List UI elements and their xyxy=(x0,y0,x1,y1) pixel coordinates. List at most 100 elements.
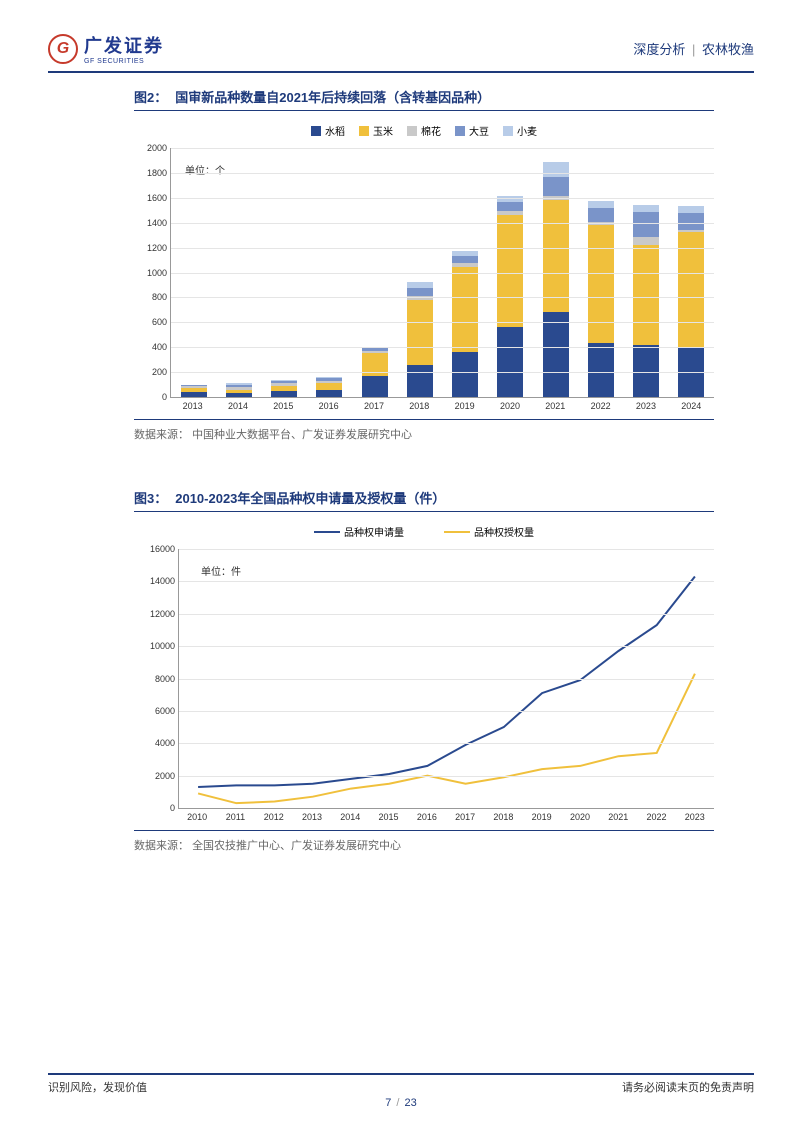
chart-2-gridline xyxy=(171,173,714,174)
chart-2-bar-segment xyxy=(543,177,569,196)
legend-swatch-icon xyxy=(455,126,465,136)
chart-2-bar-segment xyxy=(588,343,614,397)
legend-label: 大豆 xyxy=(469,123,489,138)
chart-3-xtick: 2015 xyxy=(369,809,407,822)
page-footer: 识别风险，发现价值 请务必阅读末页的免责声明 7 / 23 xyxy=(48,1073,754,1109)
chart-2-title-row: 图2： 国审新品种数量自2021年后持续回落（含转基因品种） xyxy=(134,87,714,111)
chart-2-xtick: 2013 xyxy=(170,398,215,411)
chart-2-bar-segment xyxy=(633,212,659,237)
chart-2-bar-segment xyxy=(497,202,523,211)
chart-3-legend: 品种权申请量品种权授权量 xyxy=(134,524,714,539)
chart-3-xtick: 2019 xyxy=(523,809,561,822)
chart-3-xtick: 2016 xyxy=(408,809,446,822)
chart-2-bar-segment xyxy=(452,256,478,264)
chart-2-bar-stack xyxy=(588,201,614,397)
chart-2-bar-segment xyxy=(407,300,433,365)
legend-label: 玉米 xyxy=(373,123,393,138)
chart-2-bar-segment xyxy=(633,345,659,398)
chart-3-xtick: 2018 xyxy=(484,809,522,822)
chart-2-bar-segment xyxy=(226,393,252,397)
legend-label: 品种权授权量 xyxy=(474,524,534,539)
chart-3-xtick: 2017 xyxy=(446,809,484,822)
footer-rule xyxy=(48,1073,754,1075)
chart-3-gridline xyxy=(179,581,714,582)
chart-2-bar-segment xyxy=(588,201,614,209)
chart-2-bar-stack xyxy=(271,380,297,398)
chart-2-xtick: 2022 xyxy=(578,398,623,411)
chart-2-ytick: 1400 xyxy=(147,218,167,228)
chart-2-bar-segment xyxy=(678,206,704,214)
chart-3-ytick: 6000 xyxy=(155,706,175,716)
chart-3-gridline xyxy=(179,711,714,712)
page-current: 7 xyxy=(385,1097,391,1109)
breadcrumb-right: 农林牧渔 xyxy=(702,42,754,57)
chart-2-bar-stack xyxy=(226,383,252,397)
chart-3-xtick: 2012 xyxy=(255,809,293,822)
legend-swatch-icon xyxy=(311,126,321,136)
chart-3-ytick: 8000 xyxy=(155,674,175,684)
chart-2-bar-stack xyxy=(497,196,523,397)
chart-2-bar-segment xyxy=(633,237,659,245)
chart-3-block: 图3： 2010-2023年全国品种权申请量及授权量（件） 品种权申请量品种权授… xyxy=(48,488,754,853)
chart-2-bar-stack xyxy=(633,205,659,398)
chart-2-legend-item: 玉米 xyxy=(359,123,393,138)
logo-text-cn: 广发证券 xyxy=(84,32,164,58)
chart-2-bar-segment xyxy=(543,312,569,397)
chart-2-xtick: 2018 xyxy=(397,398,442,411)
chart-3-ytick: 16000 xyxy=(150,544,175,554)
chart-2-xtick: 2014 xyxy=(215,398,260,411)
chart-2-area: 水稻玉米棉花大豆小麦 单位：个 020040060080010001200140… xyxy=(134,111,714,419)
footer-right: 请务必阅读末页的免责声明 xyxy=(622,1079,754,1095)
chart-3-xaxis: 2010201120122013201420152016201720182019… xyxy=(178,809,714,822)
chart-2-gridline xyxy=(171,297,714,298)
chart-2-legend-item: 水稻 xyxy=(311,123,345,138)
chart-3-gridline xyxy=(179,549,714,550)
chart-3-ytick: 0 xyxy=(170,803,175,813)
chart-3-xtick: 2022 xyxy=(637,809,675,822)
logo: G 广发证券 GF SECURITIES xyxy=(48,32,164,65)
chart-2-bar-segment xyxy=(543,162,569,177)
chart-3-line-grant xyxy=(198,674,695,804)
chart-2-ytick: 0 xyxy=(162,392,167,402)
page-total: 23 xyxy=(405,1097,417,1109)
chart-3-plot: 单位：件 02000400060008000100001200014000160… xyxy=(178,549,714,809)
chart-2-legend: 水稻玉米棉花大豆小麦 xyxy=(134,123,714,138)
logo-text-en: GF SECURITIES xyxy=(84,58,164,65)
chart-2-ytick: 800 xyxy=(152,292,167,302)
logo-mark-icon: G xyxy=(48,34,78,64)
chart-3-gridline xyxy=(179,679,714,680)
chart-2-bar-stack xyxy=(316,377,342,397)
chart-3-ytick: 14000 xyxy=(150,576,175,586)
chart-3-source: 数据来源： 全国农技推广中心、广发证券发展研究中心 xyxy=(134,830,714,853)
chart-3-legend-item: 品种权授权量 xyxy=(444,524,534,539)
chart-2-bar-segment xyxy=(497,215,523,328)
chart-3-gridline xyxy=(179,743,714,744)
chart-2-bar-segment xyxy=(271,391,297,397)
chart-2-bar-segment xyxy=(407,288,433,296)
chart-2-ytick: 1000 xyxy=(147,268,167,278)
chart-2-xtick: 2019 xyxy=(442,398,487,411)
chart-2-bar-segment xyxy=(633,245,659,345)
breadcrumb-separator-icon: | xyxy=(692,42,695,57)
chart-2-xtick: 2017 xyxy=(351,398,396,411)
breadcrumb-left: 深度分析 xyxy=(633,42,685,57)
chart-3-xtick: 2023 xyxy=(676,809,714,822)
chart-2-bar-segment xyxy=(678,232,704,347)
chart-2-bar-segment xyxy=(452,267,478,352)
chart-3-title-row: 图3： 2010-2023年全国品种权申请量及授权量（件） xyxy=(134,488,714,512)
chart-2-bar-stack xyxy=(181,385,207,398)
chart-3-source-label: 数据来源： xyxy=(134,840,189,852)
legend-line-icon xyxy=(314,531,340,533)
chart-3-gridline xyxy=(179,776,714,777)
chart-2-gridline xyxy=(171,248,714,249)
chart-2-bar-segment xyxy=(181,392,207,397)
chart-3-title: 2010-2023年全国品种权申请量及授权量（件） xyxy=(175,488,445,507)
footer-left: 识别风险，发现价值 xyxy=(48,1079,147,1095)
chart-3-ytick: 10000 xyxy=(150,641,175,651)
legend-label: 棉花 xyxy=(421,123,441,138)
chart-2-xtick: 2015 xyxy=(261,398,306,411)
chart-2-ytick: 600 xyxy=(152,317,167,327)
legend-swatch-icon xyxy=(407,126,417,136)
header-rule xyxy=(48,71,754,73)
chart-2-gridline xyxy=(171,372,714,373)
